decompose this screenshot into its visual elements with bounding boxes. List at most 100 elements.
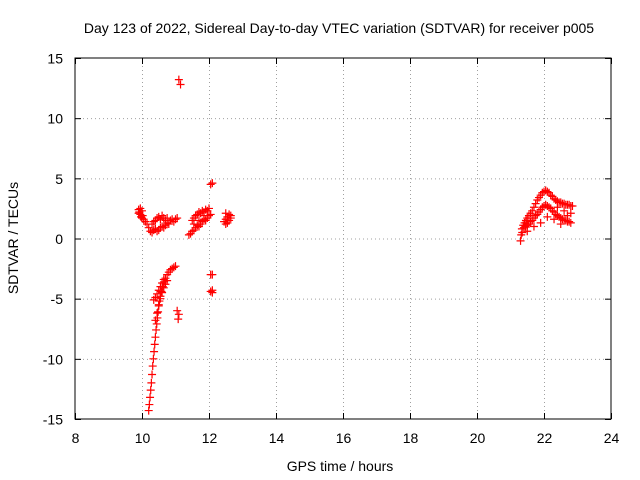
data-point	[147, 378, 156, 387]
data-point	[151, 333, 160, 342]
data-point	[173, 214, 182, 223]
data-point	[184, 230, 193, 239]
data-point	[553, 203, 562, 212]
data-point	[171, 262, 180, 271]
data-point	[516, 236, 525, 245]
y-tick-label: 15	[47, 51, 63, 67]
data-point	[151, 316, 160, 325]
data-point	[169, 263, 178, 272]
x-tick-label: 16	[336, 430, 352, 446]
data-point	[550, 215, 559, 224]
data-point	[138, 206, 146, 215]
data-point	[561, 216, 570, 225]
data-point	[146, 386, 155, 395]
y-tick-label: 0	[55, 231, 63, 247]
data-point	[156, 215, 165, 224]
data-point	[199, 211, 208, 220]
data-point	[206, 180, 215, 189]
data-point	[523, 227, 532, 236]
data-point	[156, 282, 165, 291]
data-point	[153, 214, 162, 223]
data-point	[176, 80, 185, 89]
data-point	[226, 211, 235, 220]
grid	[75, 58, 611, 419]
data-point	[526, 217, 535, 226]
data-point	[146, 227, 155, 236]
data-point	[543, 187, 552, 196]
data-point	[194, 216, 203, 225]
data-point	[188, 227, 197, 236]
data-point	[174, 315, 183, 324]
data-point	[138, 211, 147, 220]
x-tick-label: 10	[135, 430, 151, 446]
data-markers	[134, 75, 577, 415]
data-point	[531, 199, 540, 208]
plot-frame	[74, 57, 612, 420]
data-point	[221, 220, 230, 229]
data-point	[546, 191, 555, 200]
data-point	[152, 325, 161, 334]
data-point	[556, 198, 565, 207]
data-point	[189, 220, 198, 229]
y-tick-label: -15	[43, 412, 63, 428]
data-point	[153, 309, 162, 318]
data-point	[529, 222, 538, 231]
chart-title: Day 123 of 2022, Sidereal Day-to-day VTE…	[84, 20, 594, 36]
data-point	[556, 220, 565, 229]
data-point	[163, 276, 172, 285]
data-point	[161, 280, 170, 289]
data-point	[560, 206, 569, 215]
data-point	[208, 270, 217, 279]
x-tick-label: 14	[269, 430, 285, 446]
data-point	[560, 199, 569, 208]
data-point	[558, 215, 567, 224]
data-point	[568, 202, 577, 211]
data-point	[528, 206, 537, 215]
data-point	[158, 222, 167, 231]
data-point	[158, 279, 167, 288]
data-point	[159, 275, 168, 284]
data-point	[193, 221, 202, 230]
data-point	[543, 212, 552, 221]
data-point	[150, 340, 159, 349]
y-axis-title: SDTVAR / TECUs	[5, 182, 21, 294]
data-point	[208, 179, 217, 188]
x-tick-labels: 8 10 12 14 16 18 20 22 24	[72, 430, 620, 446]
data-point	[148, 370, 157, 379]
data-point	[565, 200, 574, 209]
data-point	[174, 310, 183, 319]
data-point	[152, 319, 161, 328]
data-point	[201, 205, 210, 214]
data-point	[144, 406, 153, 415]
data-point	[206, 287, 215, 296]
x-tick-label: 20	[470, 430, 486, 446]
y-tick-labels: -15 -10 -5 0 5 10 15	[43, 51, 63, 428]
data-point	[145, 400, 154, 409]
data-point	[146, 393, 155, 402]
data-point	[164, 220, 173, 229]
data-point	[151, 293, 160, 302]
data-point	[518, 228, 527, 237]
x-tick-label: 12	[202, 430, 218, 446]
x-tick-label: 22	[537, 430, 553, 446]
data-point	[154, 307, 163, 316]
data-point	[565, 217, 574, 226]
data-point	[529, 203, 538, 212]
data-point	[148, 362, 157, 371]
data-point	[221, 209, 230, 218]
data-point	[206, 210, 215, 219]
data-point	[149, 217, 158, 226]
data-point	[173, 306, 182, 315]
data-point	[545, 203, 554, 212]
data-point	[163, 214, 172, 223]
x-axis-title: GPS time / hours	[287, 458, 394, 474]
x-tick-label: 18	[403, 430, 419, 446]
y-tick-label: 5	[55, 171, 63, 187]
data-point	[208, 286, 217, 295]
data-point	[144, 223, 153, 232]
data-point	[153, 227, 162, 236]
data-point	[536, 218, 545, 227]
y-tick-label: 10	[47, 111, 63, 127]
data-point	[548, 206, 557, 215]
